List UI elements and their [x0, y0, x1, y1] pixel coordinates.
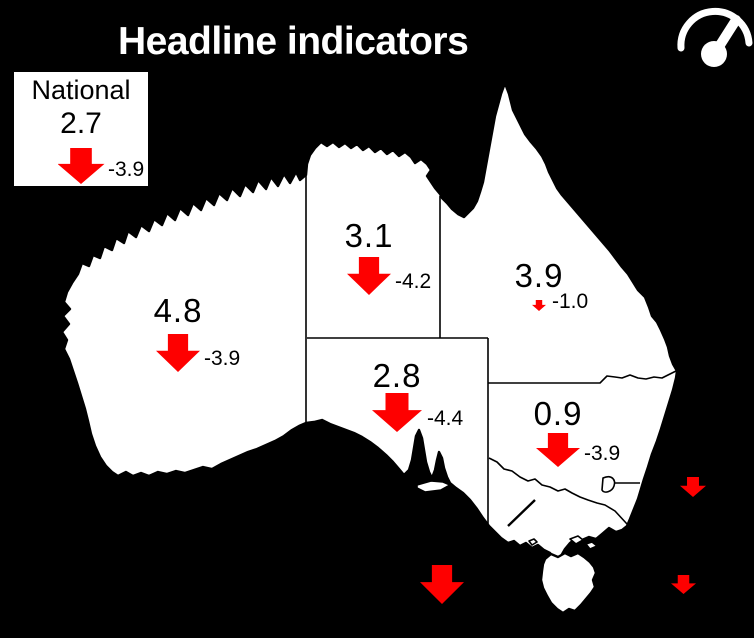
wa-change: -3.9 — [204, 347, 241, 370]
qld-change: -1.0 — [552, 290, 589, 313]
region-label-qld: 3.9 -1.0 — [469, 257, 609, 313]
national-summary-box: National 2.7 -3.9 — [12, 70, 150, 188]
down-arrow-icon — [372, 393, 422, 432]
region-label-nt: 3.1 -4.2 — [299, 219, 439, 295]
down-arrow-icon — [536, 433, 580, 467]
nsw-trend: -3.9 — [488, 433, 628, 467]
bass-strait-island — [528, 538, 538, 546]
sa-value: 2.8 — [372, 357, 422, 394]
region-label-wa: 4.8 -3.9 — [108, 294, 248, 372]
kangaroo-island — [416, 480, 451, 493]
national-value: 2.7 — [60, 107, 102, 140]
down-arrow-icon — [57, 148, 105, 184]
down-arrow-icon — [156, 334, 200, 372]
wa-trend: -3.9 — [108, 334, 248, 372]
sa-change: -4.4 — [427, 407, 464, 430]
bass-strait-island — [569, 535, 584, 545]
bass-strait-island — [585, 541, 598, 550]
mainland-outline — [60, 81, 679, 565]
sa-trend: -4.4 — [327, 393, 467, 432]
region-label-sa: 2.8 -4.4 — [327, 359, 467, 432]
nsw-value: 0.9 — [533, 395, 583, 432]
nt-trend: -4.2 — [299, 257, 439, 295]
gauge-icon — [677, 7, 753, 67]
qld-nsw-border — [488, 370, 677, 384]
nt-change: -4.2 — [395, 270, 432, 293]
national-trend: -3.9 — [14, 148, 148, 184]
wa-value: 4.8 — [153, 292, 203, 329]
national-label: National — [31, 75, 131, 105]
page-title: Headline indicators — [118, 20, 469, 63]
national-change: -3.9 — [108, 158, 145, 181]
region-label-nsw: 0.9 -3.9 — [488, 397, 628, 467]
state-borders — [305, 176, 677, 527]
nsw-change: -3.9 — [584, 442, 621, 465]
act-marker — [601, 475, 616, 493]
qld-value: 3.9 — [514, 257, 564, 294]
down-arrow-icon — [532, 300, 546, 311]
down-arrow-icon — [347, 257, 391, 295]
nt-value: 3.1 — [344, 217, 394, 254]
vic-annotation-line — [507, 499, 536, 527]
tasmania-outline — [539, 551, 598, 615]
qld-trend: -1.0 — [469, 290, 609, 313]
nsw-vic-border — [488, 457, 628, 525]
